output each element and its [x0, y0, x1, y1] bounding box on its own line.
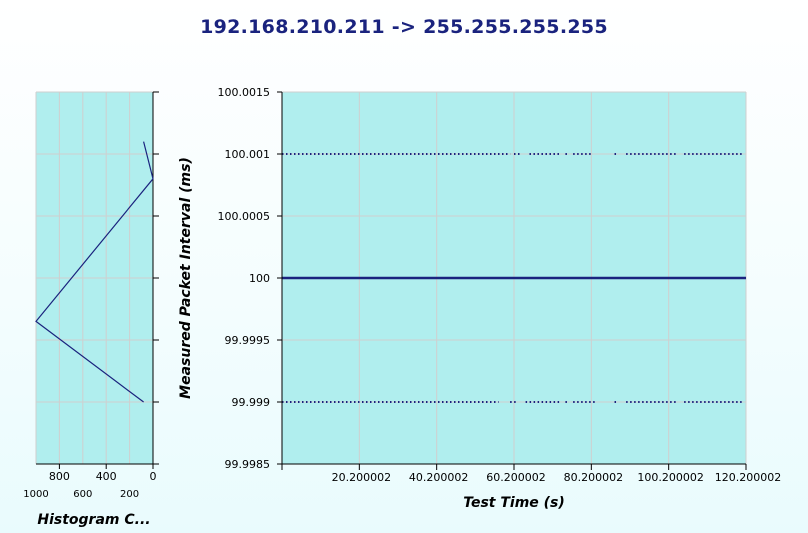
- main-plot-panel: 99.9985 99.999 99.9995 100 100.0005 100.001 10…: [178, 86, 781, 511]
- x-tick-label: 40.200002: [409, 471, 469, 484]
- x-tick-label: 80.200002: [564, 471, 624, 484]
- hist-x-tick-label: 0: [150, 470, 157, 483]
- y-tick-label: 100.0015: [218, 86, 271, 99]
- x-tick-label: 120.200002: [715, 471, 781, 484]
- y-axis-label: Measured Packet Interval (ms): [178, 157, 194, 399]
- x-tick-label: 100.200002: [637, 471, 703, 484]
- x-axis-label: Test Time (s): [463, 495, 565, 511]
- histogram-panel: 800 400 0 1000 600 200 Histogram C...: [23, 91, 159, 528]
- hist-x-tick-label: 200: [120, 489, 139, 500]
- x-axis-ticks: 20.200002 40.200002 60.200002 80.200002 100.…: [281, 464, 781, 484]
- main-series: [282, 153, 746, 403]
- y-tick-label: 99.9985: [225, 458, 271, 471]
- histogram-ticks: 800 400 0 1000 600 200: [23, 464, 157, 500]
- histogram-series-line: [35, 141, 154, 403]
- hist-x-tick-label: 600: [73, 489, 92, 500]
- y-tick-label: 100.001: [225, 148, 271, 161]
- y-tick-label: 100: [249, 272, 270, 285]
- chart-title: 192.168.210.211 -> 255.255.255.255: [200, 16, 608, 38]
- histogram-axes: [36, 91, 159, 465]
- y-tick-label: 100.0005: [218, 210, 271, 223]
- y-axis-ticks: 99.9985 99.999 99.9995 100 100.0005 100.001 10…: [218, 86, 282, 471]
- y-tick-label: 99.9995: [225, 334, 271, 347]
- y-tick-label: 99.999: [232, 396, 271, 409]
- histogram-title[interactable]: Histogram C...: [37, 512, 150, 528]
- x-tick-label: 60.200002: [486, 471, 546, 484]
- hist-x-tick-label: 800: [49, 470, 70, 483]
- hist-x-tick-label: 400: [96, 470, 117, 483]
- hist-x-tick-label: 1000: [23, 489, 48, 500]
- histogram-line: [35, 141, 154, 403]
- x-tick-label: 20.200002: [332, 471, 392, 484]
